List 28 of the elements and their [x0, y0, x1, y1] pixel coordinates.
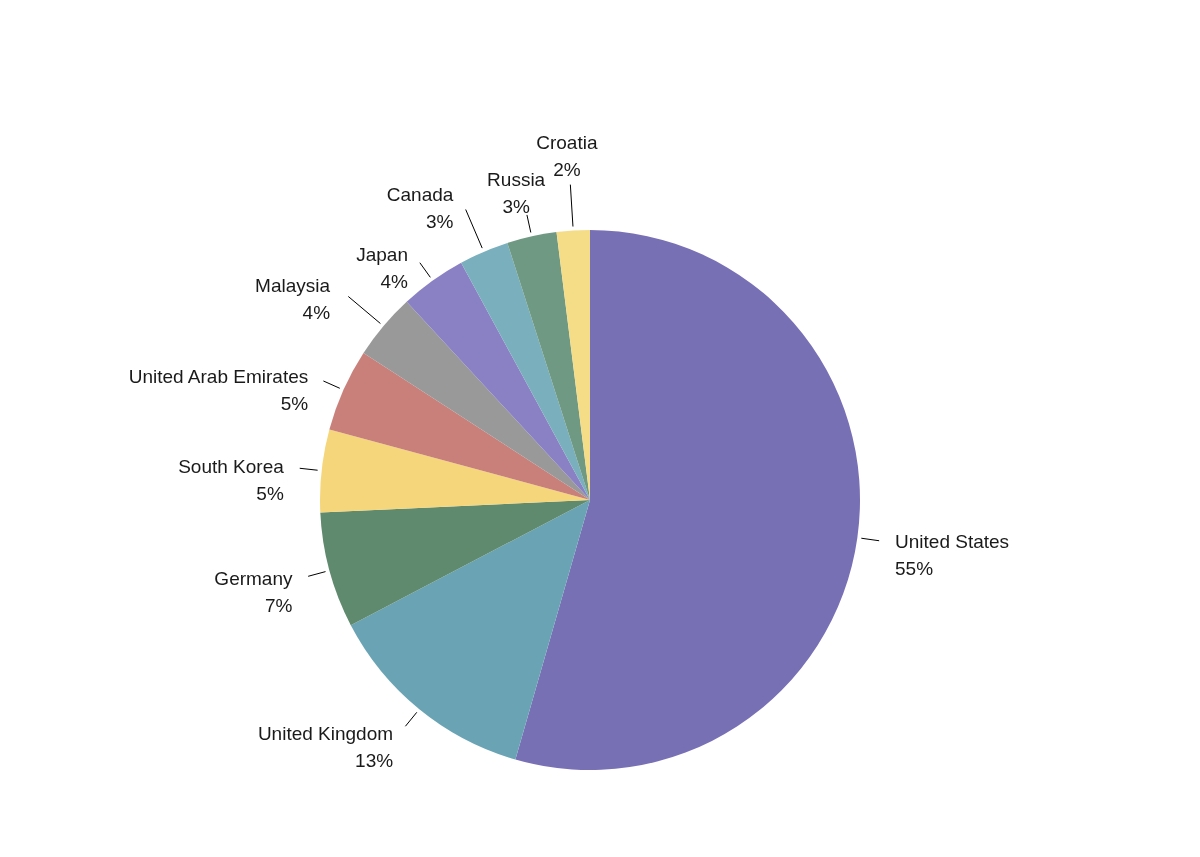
- data-label: 5%: [280, 392, 309, 414]
- data-label: 13%: [355, 750, 394, 772]
- data-label: 3%: [502, 196, 530, 218]
- slice-label: Japan: [356, 243, 409, 265]
- data-label: 55%: [895, 558, 934, 580]
- pie-slice: [406, 262, 590, 500]
- data-label: 4%: [380, 270, 409, 292]
- pie-slice: [320, 429, 590, 513]
- data-label: 4%: [302, 302, 331, 324]
- data-label: 7%: [265, 594, 293, 616]
- pie-slice: [461, 242, 590, 500]
- slice-label: United States: [895, 531, 1010, 553]
- slice-label: Canada: [386, 183, 454, 205]
- slice-label: Russia: [487, 169, 546, 191]
- data-label: 3%: [425, 210, 454, 232]
- pie-slice: [320, 500, 590, 626]
- pie-slice: [515, 230, 860, 770]
- slice-label: Germany: [214, 567, 293, 589]
- slice-label: United Arab Emirates: [128, 365, 309, 387]
- pie-slice: [329, 353, 590, 500]
- slice-label: United Kingdom: [257, 723, 394, 745]
- slice-label: Croatia: [536, 131, 598, 153]
- data-label: 2%: [553, 158, 581, 180]
- pie-slice: [363, 301, 590, 500]
- slice-label: Malaysia: [255, 275, 331, 297]
- data-label: 5%: [256, 483, 284, 505]
- slice-label: South Korea: [178, 456, 285, 478]
- pie-slice: [507, 232, 590, 500]
